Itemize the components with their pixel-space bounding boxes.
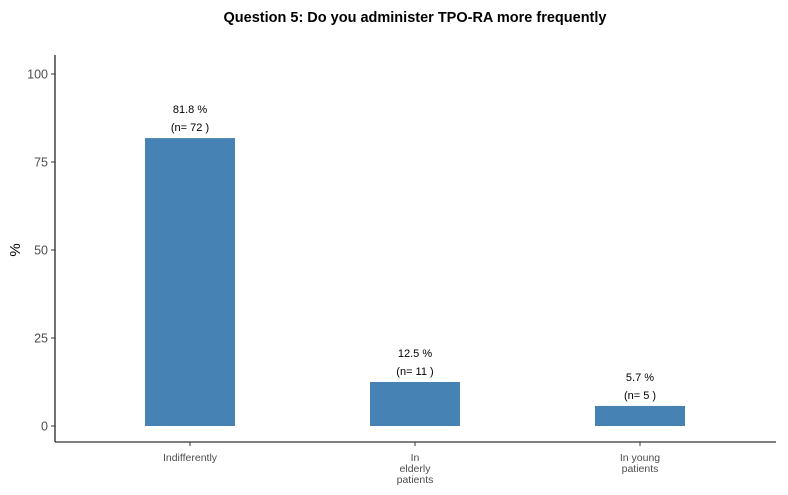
plot-area: 0 25 50 75 100 Indifferently 81.8 % (n= 72 ) Ine… (27, 55, 776, 486)
bar (145, 138, 235, 426)
bar (370, 382, 460, 426)
y-tick-label: 100 (27, 68, 48, 82)
bar-value-label: 81.8 % (173, 104, 207, 116)
x-tick-label: In (411, 452, 420, 464)
bar-count-label: (n= 11 ) (396, 366, 433, 378)
bar-count-label: (n= 5 ) (624, 390, 656, 402)
x-tick-label: Indifferently (163, 452, 218, 464)
bar-count-label: (n= 72 ) (171, 122, 209, 134)
x-tick-label: patients (397, 474, 434, 486)
y-tick-label: 75 (34, 156, 48, 170)
y-tick-label: 0 (41, 420, 48, 434)
bar-value-label: 5.7 % (626, 372, 654, 384)
x-tick-label: patients (622, 463, 659, 475)
y-tick-label: 50 (34, 244, 48, 258)
bar-value-label: 12.5 % (398, 348, 432, 360)
x-tick-label: elderly (400, 463, 432, 475)
y-tick-label: 25 (34, 332, 48, 346)
bar (595, 405, 685, 426)
y-axis-label: % (7, 243, 24, 256)
chart-title: Question 5: Do you administer TPO-RA mor… (224, 10, 607, 26)
x-tick-label: In young (620, 452, 660, 464)
